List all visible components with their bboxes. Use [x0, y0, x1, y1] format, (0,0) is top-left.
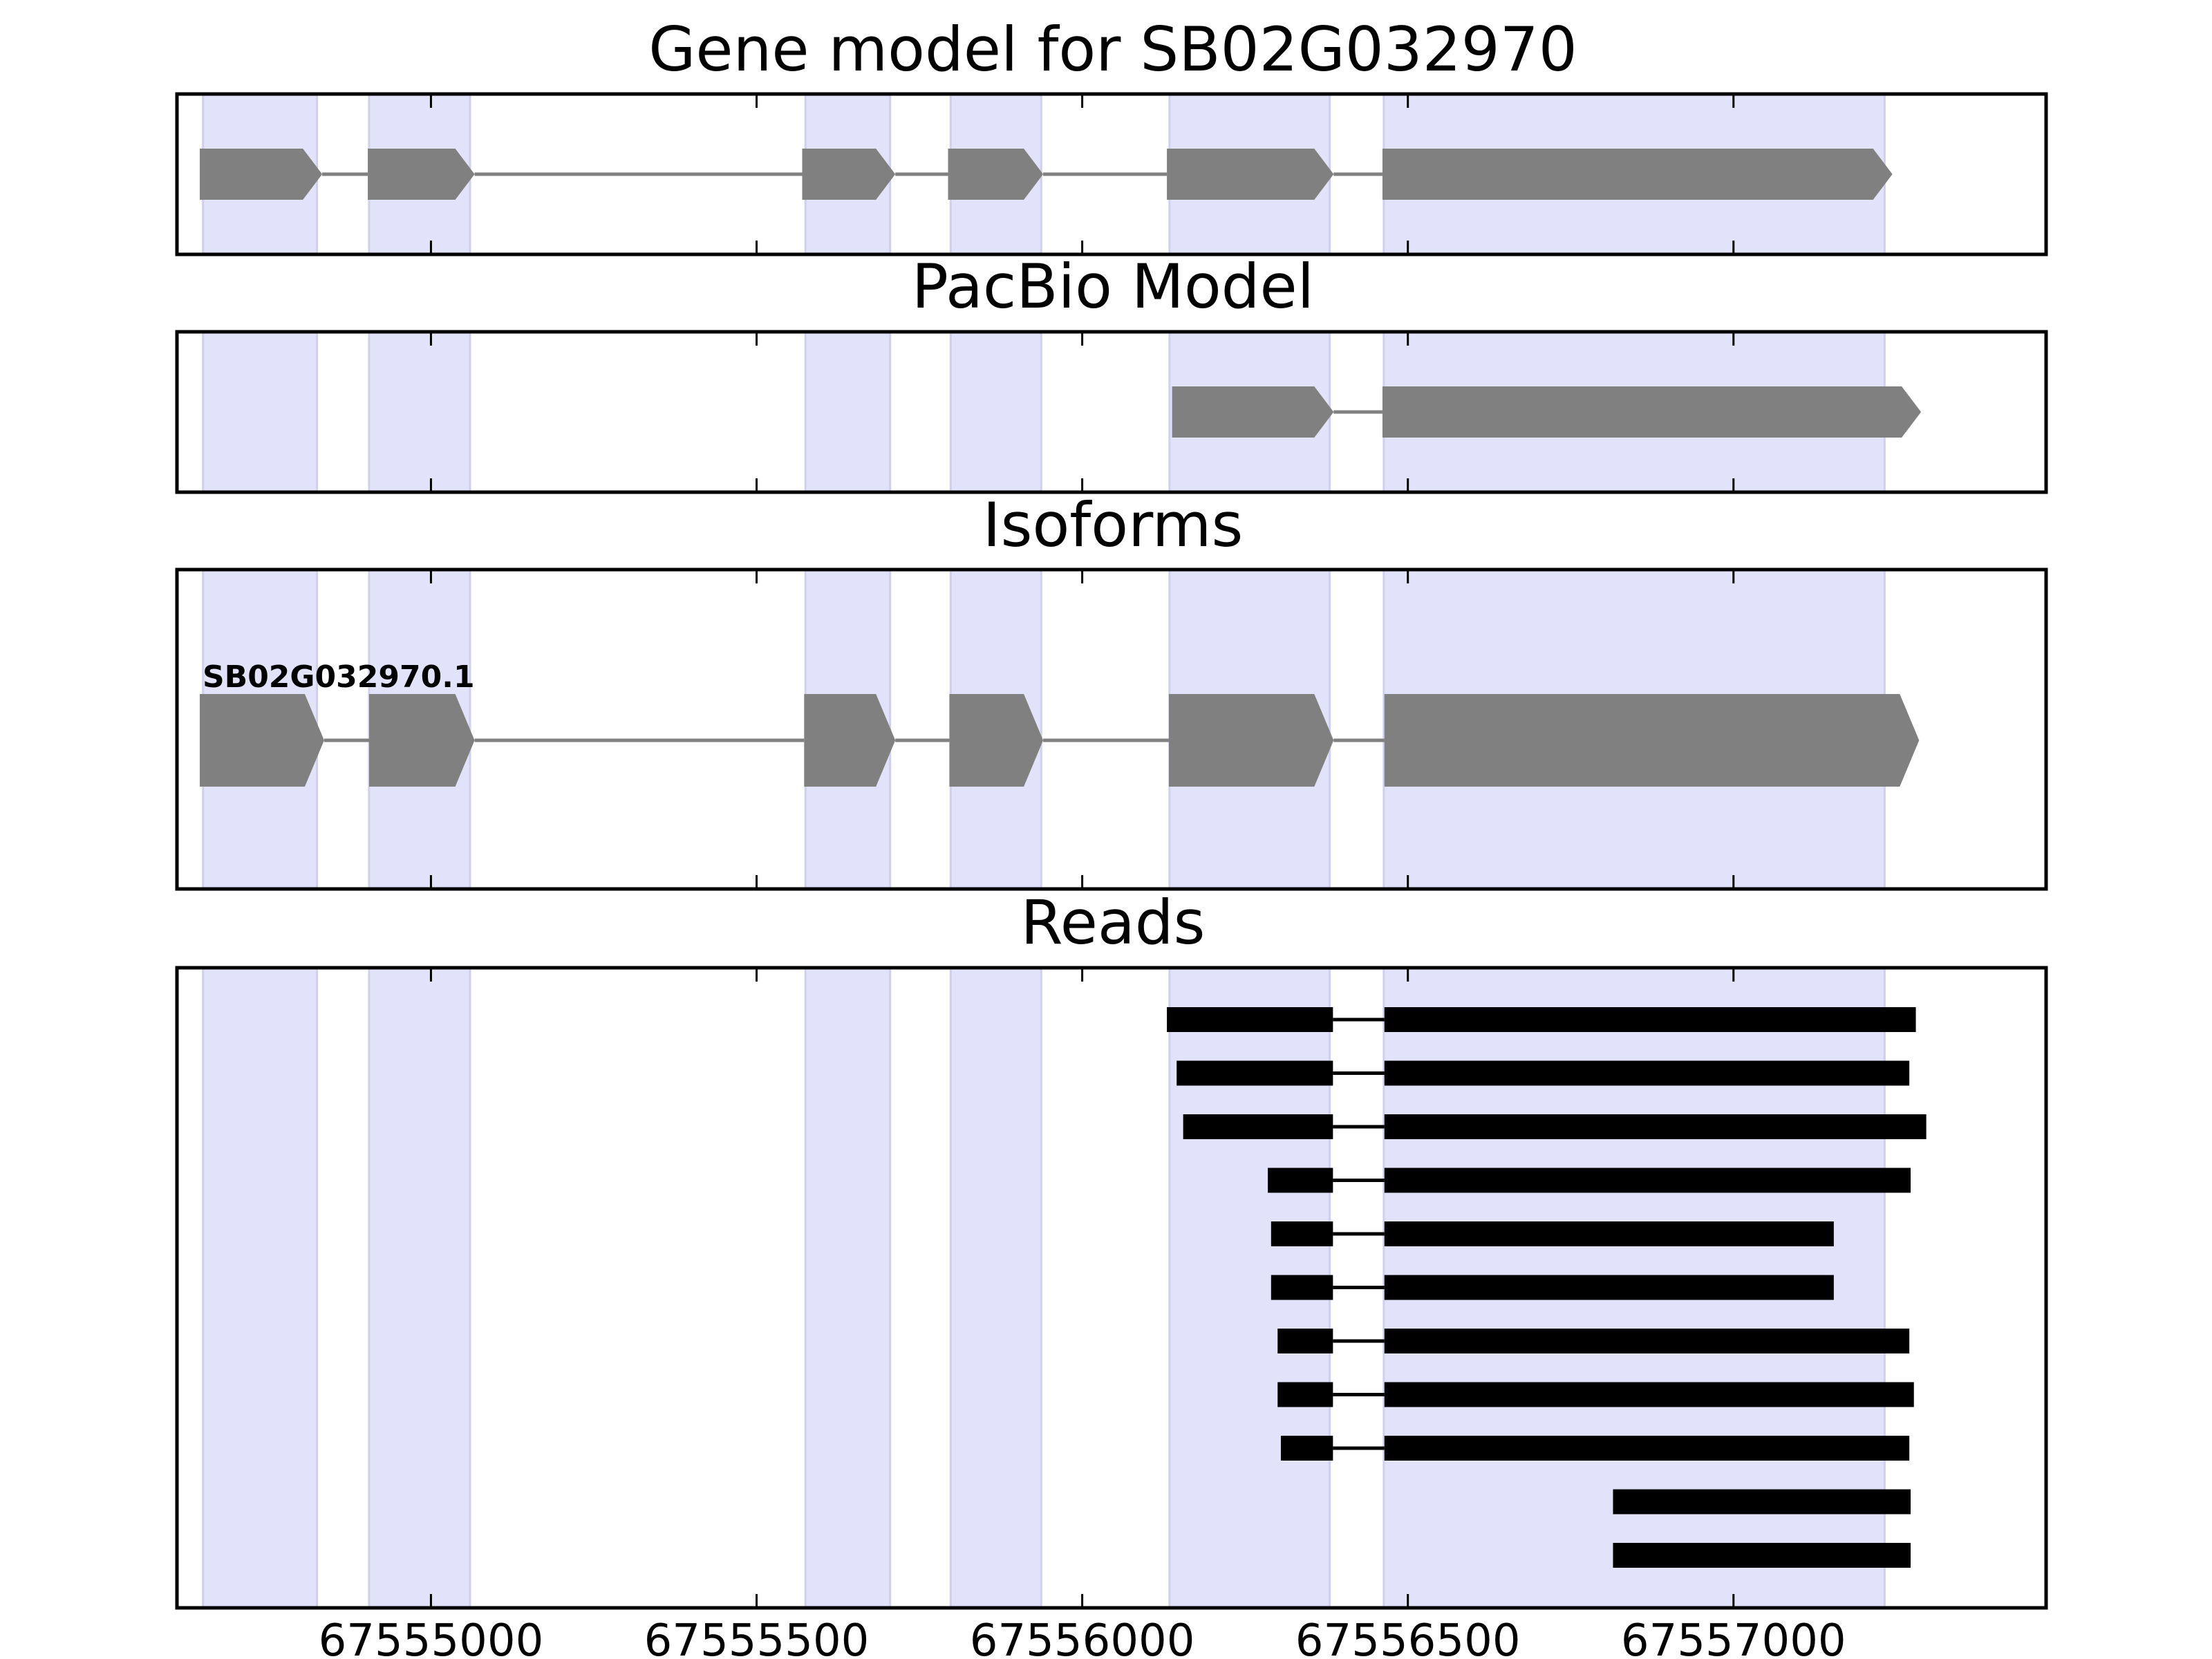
read-segment	[1384, 1168, 1911, 1193]
exon-arrow	[1382, 386, 1922, 438]
exon-highlight-band	[368, 330, 471, 494]
read-segment	[1177, 1060, 1333, 1086]
read-segment	[1167, 1007, 1333, 1032]
read-segment	[1384, 1060, 1910, 1086]
isoform-exon-arrow	[804, 694, 896, 787]
exon-highlight-band	[202, 966, 319, 1609]
read-segment	[1183, 1114, 1333, 1139]
x-tick-label: 67555500	[644, 1615, 870, 1659]
isoform-exon-arrow	[1168, 694, 1334, 787]
isoform-label: SB02G032970.1	[203, 659, 475, 695]
read-segment	[1384, 1221, 1834, 1246]
isoforms-panel: SB02G032970.1	[175, 568, 2048, 891]
panel-frame	[175, 330, 2048, 494]
read-segment	[1384, 1007, 1916, 1032]
isoform-exon-arrow	[949, 694, 1044, 787]
read-segment	[1277, 1382, 1333, 1407]
x-tick-label: 67556000	[970, 1615, 1195, 1659]
exon-arrow	[948, 149, 1044, 200]
read-segment	[1277, 1329, 1333, 1353]
isoforms-title: Isoforms	[983, 489, 1244, 561]
read-segment	[1280, 1436, 1333, 1461]
panel-frame	[175, 92, 2048, 256]
read-segment	[1613, 1489, 1911, 1515]
read-segment	[1384, 1114, 1927, 1139]
exon-arrow	[368, 149, 475, 200]
x-tick-label: 67555000	[319, 1615, 544, 1659]
x-tick-label: 67557000	[1621, 1615, 1846, 1659]
pacbio-model-title: PacBio Model	[912, 251, 1314, 322]
read-segment	[1271, 1275, 1333, 1300]
panel-frame	[175, 568, 2048, 891]
pacbio-model-panel	[175, 330, 2048, 494]
gene-model-panel	[175, 92, 2048, 256]
x-axis: 67555000 67555500 67556000 67556500 67557000	[319, 1615, 1846, 1659]
exon-arrow	[802, 149, 896, 200]
exon-arrow	[1167, 149, 1334, 200]
exon-highlight-band	[949, 330, 1042, 494]
exon-highlight-band	[949, 966, 1042, 1609]
isoform-exon-arrow	[1384, 694, 1920, 787]
exon-arrow	[1172, 386, 1334, 438]
read-segment	[1613, 1543, 1911, 1568]
read-segment	[1384, 1436, 1910, 1461]
reads-panel	[175, 966, 2048, 1610]
exon-highlight-band	[804, 966, 892, 1609]
read-segment	[1271, 1221, 1333, 1246]
exon-highlight-band	[368, 966, 471, 1609]
panel-frame	[175, 966, 2048, 1610]
read-segment	[1268, 1168, 1333, 1193]
reads-title: Reads	[1021, 887, 1206, 958]
x-tick-label: 67556500	[1295, 1615, 1521, 1659]
gene-model-title: Gene model for SB02G032970	[648, 14, 1577, 85]
exon-arrow	[199, 149, 323, 200]
read-segment	[1384, 1275, 1834, 1300]
exon-arrow	[1382, 149, 1893, 200]
exon-highlight-band	[202, 330, 319, 494]
read-segment	[1384, 1382, 1914, 1407]
read-segment	[1384, 1329, 1910, 1353]
isoform-exon-arrow	[199, 694, 324, 787]
isoform-exon-arrow	[368, 694, 475, 787]
exon-highlight-band	[804, 330, 892, 494]
